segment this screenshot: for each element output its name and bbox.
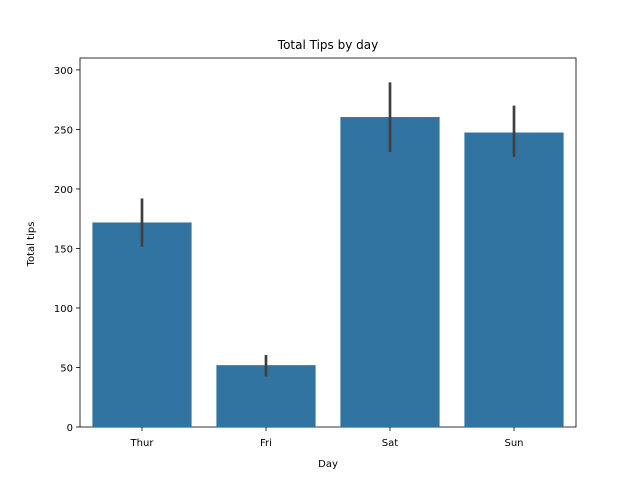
plot-area [79,57,577,428]
bar-thur [92,222,192,427]
y-axis: 0 50 100 150 200 250 300 [54,66,80,434]
x-tick-label-sun: Sun [504,438,523,449]
y-tick-label-0: 0 [67,423,73,434]
y-tick-label-50: 50 [60,363,73,374]
x-tick-label-fri: Fri [260,438,272,449]
x-axis-label: Day [318,459,338,470]
bar-sat [340,117,440,427]
chart-title: Total Tips by day [277,38,378,52]
bar-sun [464,132,564,427]
y-tick-label-300: 300 [54,66,73,77]
error-bars [140,82,516,377]
plot-frame [79,57,577,428]
x-axis: Thur Fri Sat Sun [130,427,524,449]
y-tick-label-200: 200 [54,185,73,196]
y-tick-label-100: 100 [54,304,73,315]
y-tick-label-250: 250 [54,125,73,136]
y-tick-label-150: 150 [54,244,73,255]
y-axis-label: Total tips [26,222,37,268]
bars [92,117,564,427]
x-tick-label-thur: Thur [130,438,155,449]
x-tick-label-sat: Sat [382,438,398,449]
